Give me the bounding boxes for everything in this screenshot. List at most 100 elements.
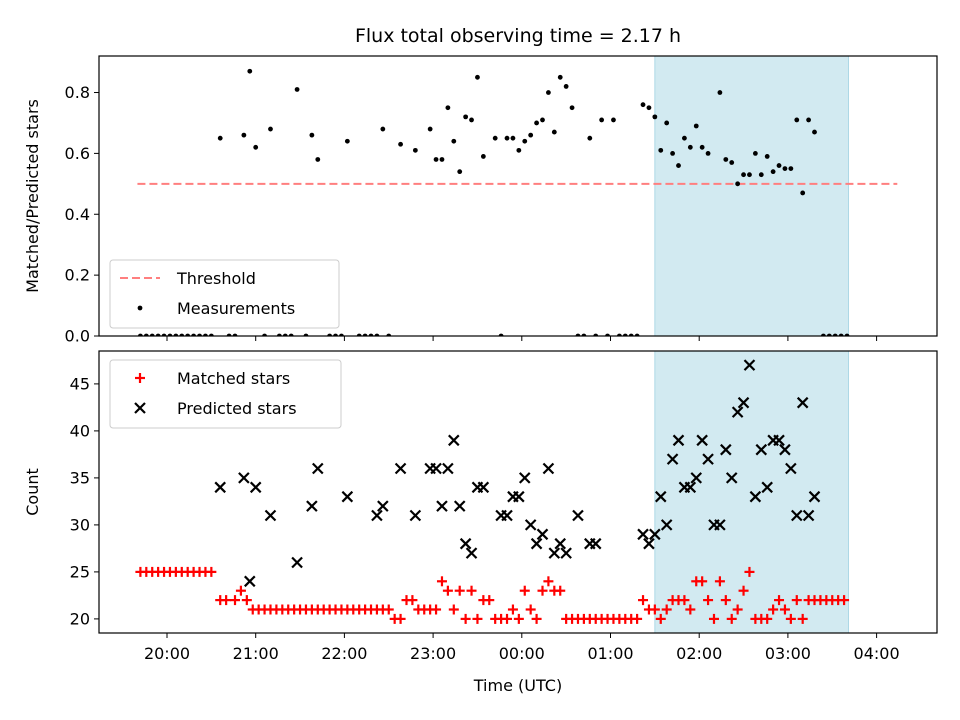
predicted-stars-point (244, 575, 256, 588)
x-tick-label: 00:00 (499, 644, 545, 663)
predicted-stars-point (684, 481, 697, 494)
measurements-point (758, 172, 764, 178)
count-panel-frame (98, 350, 938, 634)
matched-stars-point (785, 613, 796, 624)
predicted-stars-point-b (572, 509, 584, 522)
measurements-point (682, 135, 687, 141)
predicted-stars-point-b (755, 443, 768, 456)
plot-layer: 0.0 0.2 0.4 0.6 0.8 Matched/Predicted stars Th… (23, 55, 938, 663)
y-tick-label: 35 (70, 468, 90, 487)
x-tick-label: 21:00 (233, 644, 279, 663)
legend-box (109, 259, 340, 329)
matched-stars-point (797, 613, 808, 624)
predicted-stars-point-b (684, 481, 697, 494)
measurements-point (770, 169, 776, 175)
predicted-stars-point (524, 519, 537, 531)
predicted-stars-point (743, 359, 756, 371)
matched-stars-point (383, 604, 394, 615)
predicted-stars-point-b (589, 537, 602, 550)
predicted-stars-point-b (731, 406, 744, 418)
measurements-point (747, 172, 752, 178)
predicted-stars-point (761, 481, 773, 494)
predicted-stars-point (660, 519, 673, 531)
y-tick-label: 40 (70, 421, 90, 440)
predicted-stars-point (790, 509, 803, 522)
matched-stars-point (632, 613, 643, 624)
matched-stars-point (779, 604, 790, 615)
predicted-stars-point-b (808, 490, 821, 503)
measurements-point (788, 166, 794, 172)
predicted-stars-point (518, 472, 531, 484)
matched-stars-point (679, 595, 690, 606)
predicted-stars-point-b (465, 547, 478, 559)
measurements-point (427, 126, 433, 132)
predicted-stars-point (442, 462, 454, 475)
predicted-stars-point (513, 490, 525, 503)
predicted-stars-point (702, 453, 714, 465)
predicted-stars-point (436, 500, 448, 512)
predicted-stars-point-b (238, 472, 250, 484)
predicted-stars-point-b (249, 481, 262, 494)
predicted-stars-point-b (436, 500, 448, 512)
count-panel: 20 25 30 35 40 45 20:00 21:00 22:00 23:00 00:00 01:… (23, 350, 938, 663)
measurements-point (433, 157, 439, 162)
matched-stars-point (221, 595, 232, 606)
y-tick-label: 0.8 (65, 83, 90, 102)
measurements-point (776, 163, 782, 168)
predicted-stars-point (802, 509, 815, 522)
predicted-stars-point (725, 472, 738, 484)
predicted-stars-point (779, 443, 791, 456)
predicted-stars-point-b (548, 547, 561, 559)
measurements-point (309, 132, 315, 138)
predicted-stars-point-b (312, 462, 324, 475)
predicted-stars-point (430, 462, 442, 475)
measurements-point (563, 84, 569, 89)
predicted-stars-point-b (524, 519, 537, 531)
predicted-stars-point-b (790, 509, 803, 522)
x-axis-label: Time (UTC) (473, 676, 562, 695)
matched-stars-point (241, 595, 252, 606)
predicted-stars-point-b (773, 434, 785, 447)
observing-window-shade (654, 56, 850, 336)
predicted-stars-point-b (459, 537, 472, 550)
predicted-stars-point (589, 537, 602, 550)
count-panel-legend: Matched stars Predicted stars (109, 359, 342, 429)
predicted-stars-point (453, 500, 466, 512)
measurements-point (687, 144, 693, 150)
predicted-stars-point-b (536, 528, 549, 541)
y-tick-label: 45 (70, 374, 90, 393)
predicted-stars-point (394, 462, 407, 475)
predicted-stars-point (459, 537, 472, 550)
matched-stars-point (720, 595, 731, 606)
y-tick-label: 30 (70, 515, 90, 534)
predicted-stars-point-b (513, 490, 525, 503)
predicted-stars-point (560, 547, 572, 559)
measurements-point (676, 163, 681, 168)
measurements-point (268, 126, 273, 132)
legend-box (109, 359, 342, 429)
predicted-stars-point-b (761, 481, 773, 494)
y-tick-label: 0.6 (65, 144, 90, 163)
matched-stars-point (638, 595, 649, 606)
predicted-stars-point (796, 396, 809, 409)
measurements-point (469, 117, 474, 123)
predicted-stars-point-b (554, 537, 567, 550)
matched-stars-point (543, 576, 554, 587)
matched-stars-point (726, 613, 737, 624)
predicted-stars-point-b (690, 472, 703, 484)
predicted-stars-point-b (542, 462, 555, 475)
measurements-point (412, 147, 418, 153)
matched-stars-point (744, 566, 755, 577)
measurements-point (475, 74, 480, 80)
predicted-stars-point (720, 443, 732, 456)
measurements-point (445, 105, 451, 111)
measurements-point (241, 132, 247, 138)
measurements-point (451, 138, 457, 144)
y-tick-label: 20 (70, 609, 90, 628)
predicted-stars-point-b (291, 556, 303, 569)
measurements-point (522, 138, 528, 144)
measurements-point (729, 160, 735, 165)
matched-stars-point (454, 585, 465, 596)
measurements-point (380, 126, 386, 132)
y-tick-label: 0.2 (65, 266, 90, 285)
